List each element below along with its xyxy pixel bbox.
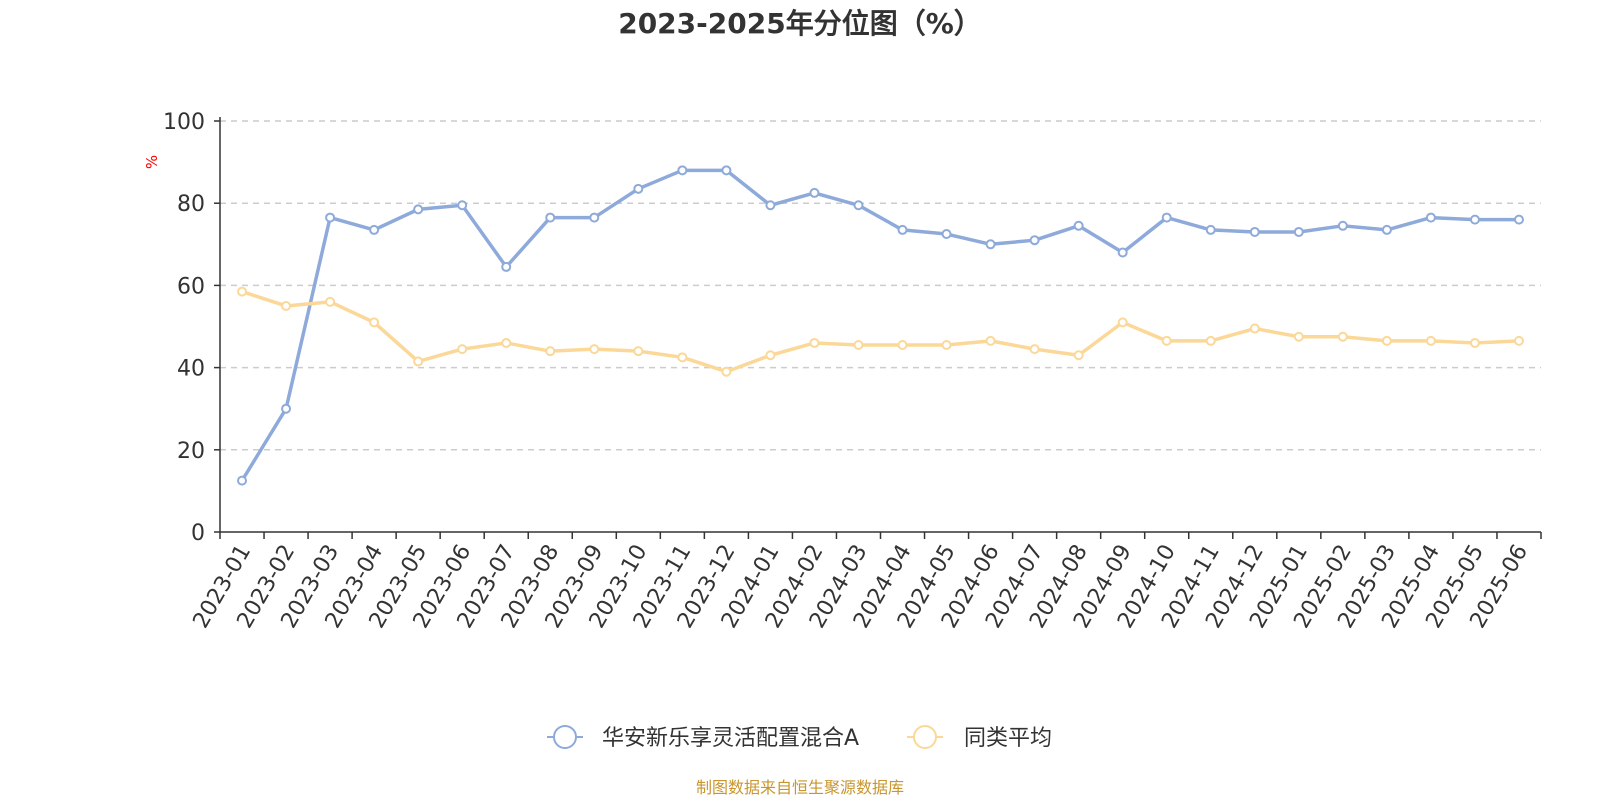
data-point[interactable] bbox=[1249, 323, 1260, 334]
data-point[interactable] bbox=[1117, 317, 1128, 328]
y-tick-label: 60 bbox=[177, 274, 205, 299]
series-line bbox=[241, 289, 1520, 374]
series-1 bbox=[237, 286, 1524, 377]
series-0 bbox=[237, 165, 1524, 486]
data-point[interactable] bbox=[1381, 224, 1392, 235]
data-point[interactable] bbox=[1337, 220, 1348, 231]
axes: 0204060801002023-012023-022023-032023-04… bbox=[163, 110, 1542, 633]
grid-lines bbox=[220, 120, 1541, 451]
data-point[interactable] bbox=[1117, 247, 1128, 258]
data-point[interactable] bbox=[501, 337, 512, 348]
data-point[interactable] bbox=[545, 212, 556, 223]
data-point[interactable] bbox=[1513, 214, 1524, 225]
legend-label: 同类平均 bbox=[964, 726, 1052, 751]
series-layer bbox=[237, 165, 1524, 486]
data-point[interactable] bbox=[281, 300, 292, 311]
data-point[interactable] bbox=[633, 183, 644, 194]
y-axis-unit-label: % bbox=[143, 155, 161, 169]
legend-item[interactable]: 同类平均 bbox=[907, 725, 1052, 751]
series-line bbox=[240, 168, 1519, 482]
data-point[interactable] bbox=[677, 165, 688, 176]
legend-circle-icon bbox=[553, 725, 577, 749]
data-point[interactable] bbox=[457, 200, 468, 211]
data-point[interactable] bbox=[1161, 335, 1172, 346]
data-point[interactable] bbox=[1249, 226, 1260, 237]
data-point[interactable] bbox=[765, 350, 776, 361]
data-point[interactable] bbox=[1029, 235, 1040, 246]
data-point[interactable] bbox=[1205, 224, 1216, 235]
data-point[interactable] bbox=[677, 352, 688, 363]
legend[interactable]: 华安新乐享灵活配置混合A 同类平均 bbox=[547, 725, 1052, 751]
y-tick-label: 0 bbox=[191, 521, 205, 546]
data-point[interactable] bbox=[1073, 350, 1084, 361]
data-point[interactable] bbox=[501, 261, 512, 272]
data-source-note: 制图数据来自恒生聚源数据库 bbox=[696, 778, 904, 797]
data-point[interactable] bbox=[1425, 212, 1436, 223]
data-point[interactable] bbox=[1029, 344, 1040, 355]
data-point[interactable] bbox=[325, 212, 336, 223]
chart-title: 2023-2025年分位图（%） bbox=[618, 7, 982, 40]
data-point[interactable] bbox=[1513, 335, 1524, 346]
data-point[interactable] bbox=[1469, 214, 1480, 225]
data-point[interactable] bbox=[941, 229, 952, 240]
data-point[interactable] bbox=[413, 204, 424, 215]
data-point[interactable] bbox=[1073, 220, 1084, 231]
data-point[interactable] bbox=[237, 475, 248, 486]
data-point[interactable] bbox=[589, 344, 600, 355]
data-point[interactable] bbox=[633, 346, 644, 357]
data-point[interactable] bbox=[1337, 331, 1348, 342]
data-point[interactable] bbox=[1293, 331, 1304, 342]
legend-item[interactable]: 华安新乐享灵活配置混合A bbox=[547, 725, 859, 751]
y-tick-label: 100 bbox=[163, 110, 205, 135]
data-point[interactable] bbox=[721, 366, 732, 377]
data-point[interactable] bbox=[721, 165, 732, 176]
legend-circle-icon bbox=[913, 725, 937, 749]
data-point[interactable] bbox=[985, 239, 996, 250]
data-point[interactable] bbox=[281, 403, 292, 414]
data-point[interactable] bbox=[941, 339, 952, 350]
data-point[interactable] bbox=[237, 286, 248, 297]
data-point[interactable] bbox=[853, 339, 864, 350]
data-point[interactable] bbox=[325, 296, 336, 307]
data-point[interactable] bbox=[545, 346, 556, 357]
data-point[interactable] bbox=[457, 344, 468, 355]
data-point[interactable] bbox=[809, 187, 820, 198]
legend-label: 华安新乐享灵活配置混合A bbox=[602, 726, 859, 751]
data-point[interactable] bbox=[897, 339, 908, 350]
data-point[interactable] bbox=[985, 335, 996, 346]
data-point[interactable] bbox=[853, 200, 864, 211]
data-point[interactable] bbox=[1161, 212, 1172, 223]
data-point[interactable] bbox=[1381, 335, 1392, 346]
data-point[interactable] bbox=[1205, 335, 1216, 346]
data-point[interactable] bbox=[589, 212, 600, 223]
data-point[interactable] bbox=[369, 317, 380, 328]
data-point[interactable] bbox=[765, 200, 776, 211]
data-point[interactable] bbox=[1293, 226, 1304, 237]
data-point[interactable] bbox=[1425, 335, 1436, 346]
data-point[interactable] bbox=[1469, 337, 1480, 348]
data-point[interactable] bbox=[369, 224, 380, 235]
y-tick-label: 40 bbox=[177, 357, 205, 382]
y-tick-label: 20 bbox=[177, 439, 205, 464]
data-point[interactable] bbox=[897, 224, 908, 235]
data-point[interactable] bbox=[809, 337, 820, 348]
y-tick-label: 80 bbox=[177, 192, 205, 217]
data-point[interactable] bbox=[413, 356, 424, 367]
